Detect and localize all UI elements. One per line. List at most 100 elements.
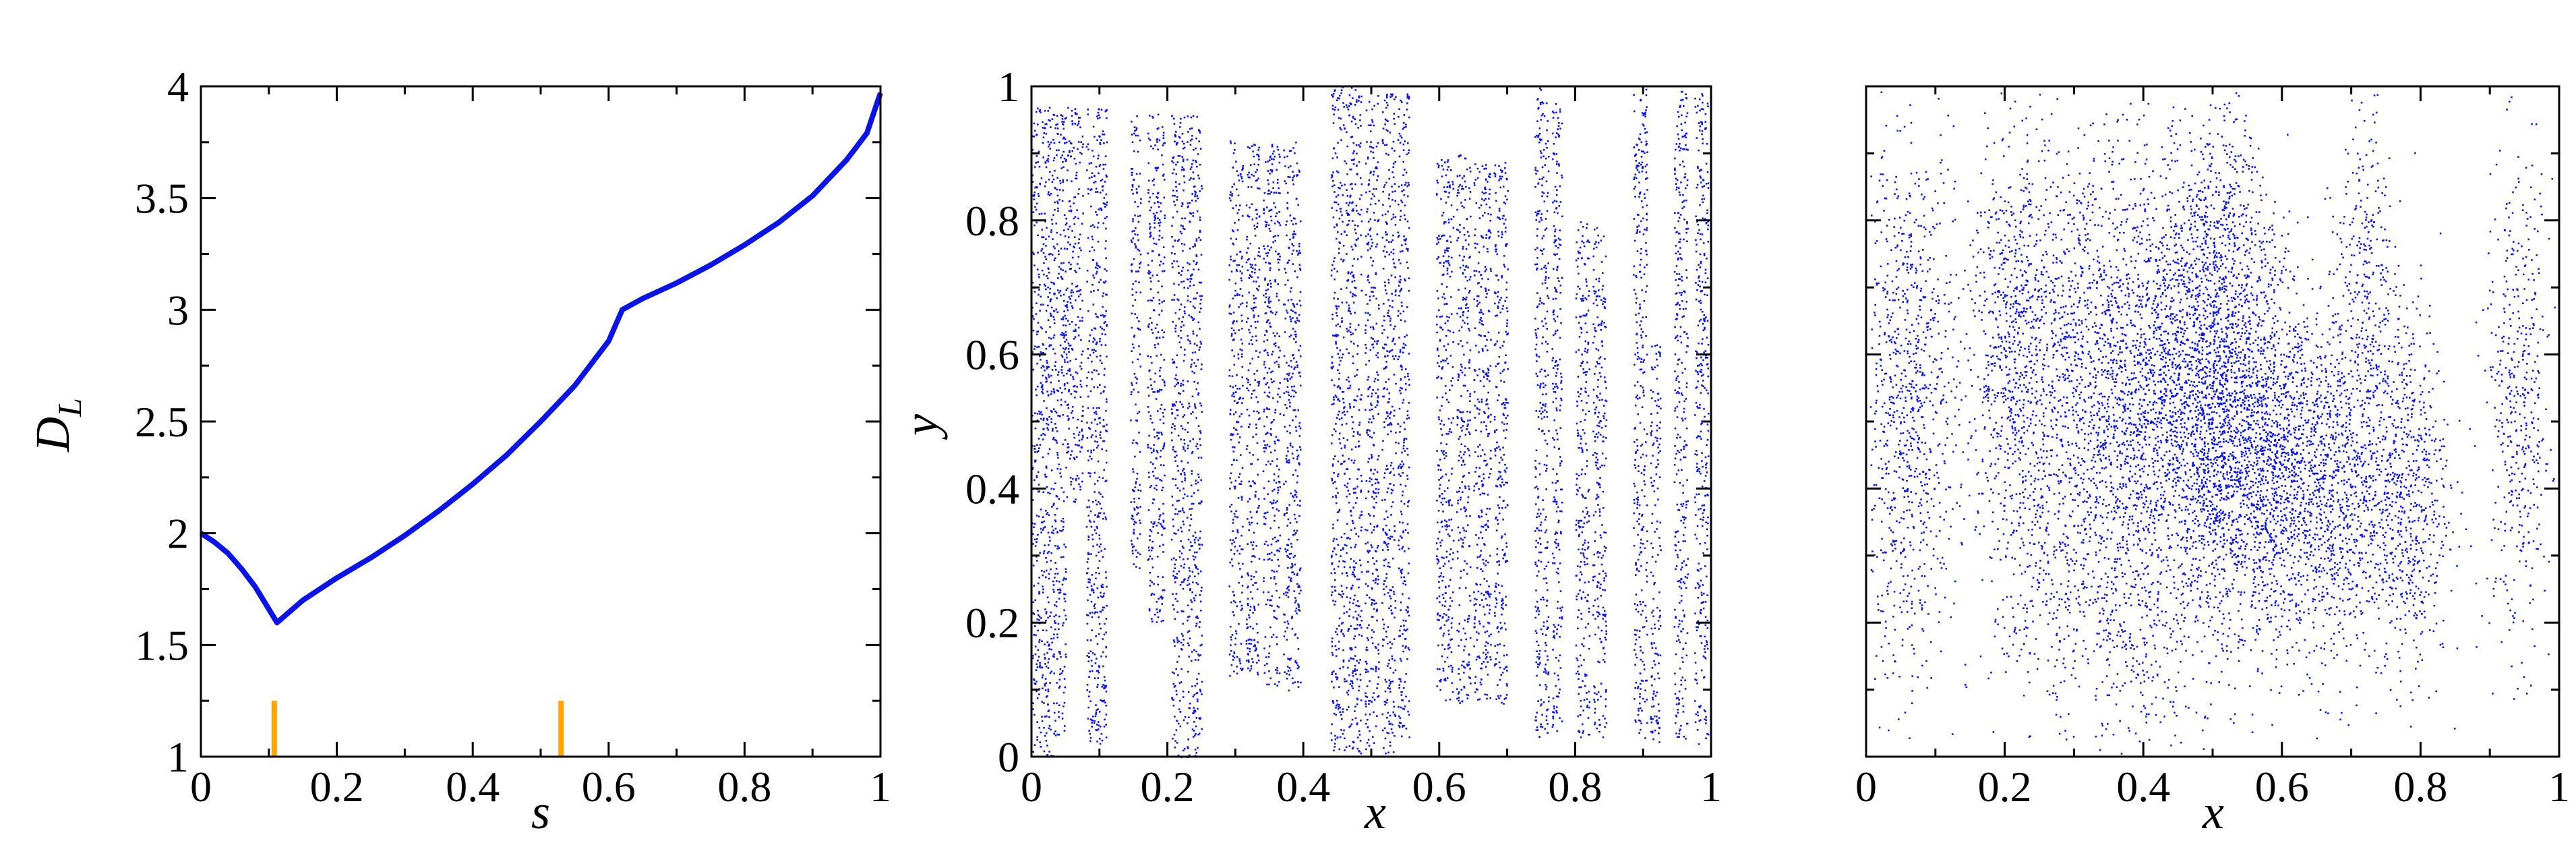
data-point [1351, 271, 1353, 273]
data-point [1067, 361, 1069, 364]
data-point [1182, 468, 1185, 470]
data-point [1174, 581, 1176, 583]
data-point [1042, 629, 1044, 631]
data-point [1034, 523, 1036, 525]
data-point [1298, 569, 1301, 572]
data-point [1338, 400, 1341, 402]
data-point [1367, 542, 1369, 544]
data-point [1032, 612, 1034, 614]
data-point [1040, 212, 1043, 215]
data-point [1342, 560, 1344, 562]
data-point [1295, 430, 1298, 432]
data-point [1251, 203, 1253, 206]
data-point [1295, 607, 1298, 610]
data-point [1036, 202, 1038, 205]
data-point [1097, 708, 1099, 710]
data-point [1286, 155, 1288, 158]
data-point [1268, 408, 1271, 411]
data-point [1150, 281, 1152, 283]
data-point [1288, 689, 1290, 692]
data-point [1182, 547, 1185, 549]
data-point [1090, 719, 1093, 721]
data-point [1296, 250, 1298, 252]
data-point [1236, 421, 1238, 423]
data-point [1373, 171, 1375, 173]
data-point [1358, 388, 1360, 390]
data-point [1278, 527, 1280, 529]
data-point [1251, 173, 1253, 176]
data-point [1172, 194, 1174, 197]
data-point [1056, 297, 1058, 299]
data-point [1264, 277, 1266, 280]
data-point [1373, 432, 1375, 434]
data-point [1235, 161, 1237, 163]
data-point [1270, 502, 1273, 504]
data-point [1058, 651, 1060, 653]
data-point [1103, 425, 1106, 428]
data-point [1076, 124, 1079, 126]
data-point [1236, 529, 1238, 531]
data-point [1197, 129, 1200, 131]
data-point [1255, 433, 1257, 436]
data-point [1137, 233, 1139, 236]
data-point [1265, 407, 1268, 409]
data-point [1174, 577, 1176, 579]
data-point [1292, 237, 1294, 239]
data-point [1371, 496, 1373, 498]
data-point [1371, 457, 1373, 459]
data-point [1247, 500, 1249, 503]
data-point [1290, 309, 1292, 311]
data-point [1236, 672, 1238, 675]
data-point [1354, 287, 1356, 289]
data-point [1187, 202, 1189, 204]
data-point [1182, 190, 1185, 192]
data-point [1377, 643, 1379, 645]
data-point [1173, 299, 1175, 301]
data-point [1139, 254, 1142, 256]
data-point [1160, 353, 1162, 356]
data-point [1162, 519, 1165, 522]
data-point [1346, 495, 1348, 498]
data-point [1368, 700, 1370, 702]
data-point [1336, 334, 1338, 336]
data-point [1298, 606, 1300, 608]
data-point [1375, 577, 1377, 580]
data-point [1069, 477, 1072, 479]
data-point [1259, 417, 1261, 419]
data-point [1162, 134, 1165, 137]
data-point [1367, 156, 1369, 158]
data-point [1366, 529, 1369, 531]
data-point [1046, 651, 1048, 654]
data-point [1135, 291, 1137, 293]
tick-marks [200, 85, 882, 758]
data-point [1276, 182, 1279, 184]
data-point [1059, 182, 1062, 185]
data-point [1045, 557, 1047, 559]
data-point [1251, 555, 1253, 558]
data-point [1199, 346, 1201, 349]
data-point [1191, 452, 1193, 455]
data-point [1036, 330, 1038, 333]
data-point [1276, 618, 1278, 620]
data-point [1252, 584, 1254, 586]
data-point [1331, 379, 1333, 381]
data-point [1045, 510, 1047, 512]
data-point [1290, 287, 1292, 289]
data-point [1195, 594, 1197, 597]
data-point [1239, 270, 1242, 272]
data-point [1349, 597, 1352, 600]
data-point [1176, 661, 1178, 663]
data-point [1031, 306, 1034, 309]
data-point [1131, 241, 1133, 243]
data-point [1189, 340, 1191, 343]
data-point [1106, 424, 1108, 426]
data-point [1195, 536, 1197, 539]
data-point [1182, 448, 1185, 450]
data-point [1065, 160, 1067, 163]
data-point [1045, 166, 1048, 169]
data-point [1176, 210, 1178, 213]
data-point [1054, 720, 1056, 722]
data-point [1331, 645, 1334, 647]
data-point [1035, 388, 1037, 390]
data-point [1358, 424, 1360, 426]
